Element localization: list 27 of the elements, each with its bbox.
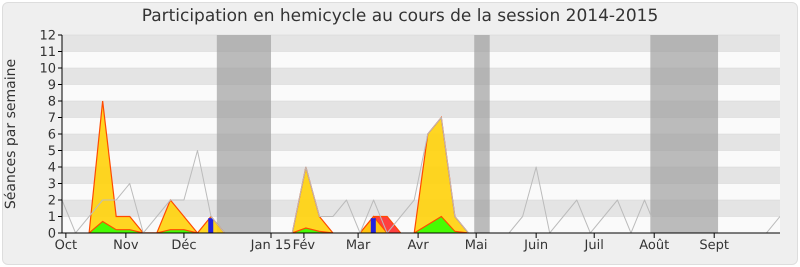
- y-tick-label: 7: [48, 111, 56, 126]
- x-tick-label: Jan 15: [250, 238, 292, 254]
- y-axis-title: Séances par semaine: [2, 58, 19, 210]
- y-tick-label: 1: [48, 210, 56, 226]
- y-tick-label: 0: [48, 226, 56, 242]
- y-tick-label: 5: [48, 144, 56, 160]
- y-tick-label: 11: [39, 45, 56, 60]
- y-tick-label: 9: [48, 78, 56, 94]
- x-tick-label: Oct: [54, 238, 78, 254]
- y-tick-label: 10: [39, 62, 56, 77]
- x-tick-label: Juil: [584, 238, 604, 254]
- x-tick-label: Nov: [113, 238, 139, 254]
- x-tick-label: Déc: [171, 238, 197, 254]
- x-tick-label: Avr: [408, 238, 430, 254]
- y-tick-label: 4: [48, 160, 56, 176]
- y-tick-label: 3: [48, 177, 56, 192]
- x-tick-label: Fév: [292, 238, 316, 254]
- y-tick-label: 6: [48, 128, 56, 143]
- x-tick-label: Mar: [346, 238, 372, 254]
- chart-title: Participation en hemicycle au cours de la session 2014-2015: [140, 6, 660, 26]
- x-tick-label: Juin: [523, 238, 548, 254]
- x-tick-label: Août: [639, 238, 670, 254]
- x-tick-label: Mai: [464, 238, 488, 254]
- y-tick-label: 2: [48, 194, 56, 209]
- x-tick-label: Sept: [699, 238, 730, 254]
- y-tick-label: 8: [48, 94, 56, 110]
- y-tick-label: 12: [39, 28, 56, 44]
